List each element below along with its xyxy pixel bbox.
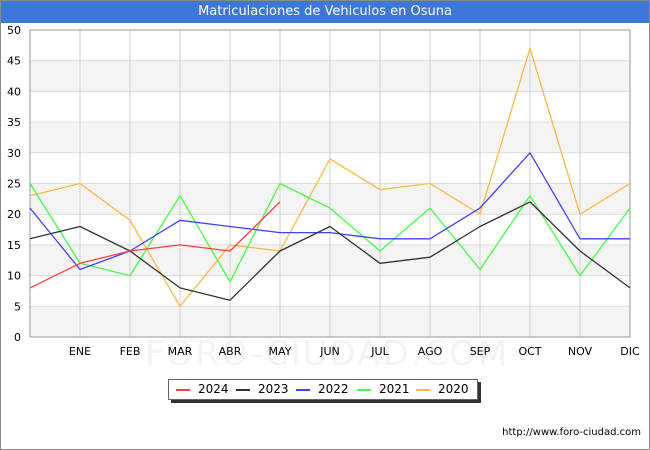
x-tick-label: OCT xyxy=(518,345,541,358)
legend-swatch xyxy=(416,388,430,391)
x-tick-label: NOV xyxy=(568,345,593,358)
legend-item-2024: 2024 xyxy=(176,380,229,399)
legend-item-2023: 2023 xyxy=(236,380,289,399)
x-tick-label: MAR xyxy=(168,345,193,358)
y-tick-label: 0 xyxy=(14,331,21,344)
legend-label: 2023 xyxy=(258,382,289,396)
series-lines xyxy=(29,47,631,307)
x-tick-label: SEP xyxy=(470,345,491,358)
y-tick-label: 15 xyxy=(7,239,21,252)
chart-title: Matriculaciones de Vehiculos en Osuna xyxy=(1,1,649,23)
y-tick-label: 25 xyxy=(7,178,21,191)
watermark: FORO-CIUDAD.COM xyxy=(145,334,510,374)
x-axis: ENE FEB MAR ABR MAY JUN JUL AGO SEP OCT NOV DIC xyxy=(69,345,640,358)
legend-swatch xyxy=(296,388,310,391)
y-tick-label: 45 xyxy=(7,55,21,68)
y-axis: 0 5 10 15 20 25 30 35 40 45 50 xyxy=(7,24,21,344)
legend: 2024 2023 2022 2021 2020 xyxy=(168,379,478,400)
series-line-2021 xyxy=(29,182,631,283)
y-tick-label: 40 xyxy=(7,85,21,98)
y-tick-label: 50 xyxy=(7,24,21,37)
legend-swatch xyxy=(357,388,371,391)
legend-label: 2022 xyxy=(318,382,349,396)
grid-lines xyxy=(29,29,631,338)
legend-item-2022: 2022 xyxy=(296,380,349,399)
x-tick-label: FEB xyxy=(120,345,141,358)
legend-label: 2021 xyxy=(379,382,410,396)
legend-swatch xyxy=(176,388,190,391)
series-line-2020 xyxy=(29,47,631,307)
x-tick-label: ABR xyxy=(219,345,242,358)
source-credit: http://www.foro-ciudad.com xyxy=(502,427,641,438)
legend-item-2021: 2021 xyxy=(357,380,410,399)
y-tick-label: 30 xyxy=(7,147,21,160)
x-tick-label: DIC xyxy=(620,345,640,358)
y-tick-label: 20 xyxy=(7,208,21,221)
x-tick-label: MAY xyxy=(269,345,292,358)
y-tick-label: 5 xyxy=(14,300,21,313)
y-tick-label: 35 xyxy=(7,116,21,129)
x-tick-label: ENE xyxy=(69,345,91,358)
series-line-2024 xyxy=(29,201,281,289)
legend-label: 2020 xyxy=(438,382,469,396)
x-tick-label: AGO xyxy=(418,345,443,358)
legend-item-2020: 2020 xyxy=(416,380,469,399)
legend-label: 2024 xyxy=(198,382,229,396)
legend-swatch xyxy=(236,388,250,391)
y-tick-label: 10 xyxy=(7,270,21,283)
x-tick-label: JUN xyxy=(319,345,340,358)
x-tick-label: JUL xyxy=(370,345,389,358)
